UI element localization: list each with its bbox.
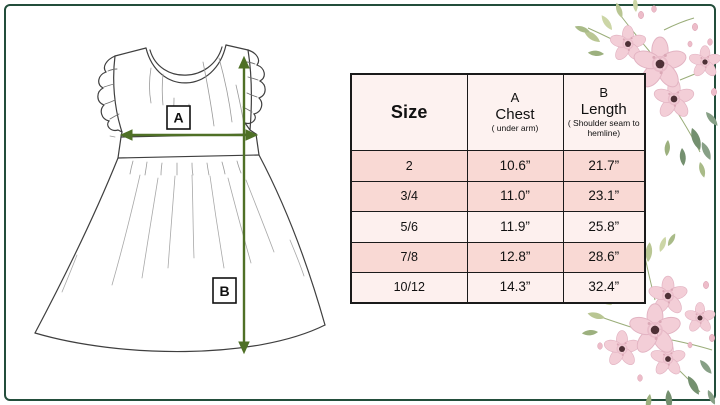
- length-note: ( Shoulder seam to hemline): [567, 118, 640, 139]
- chest-arrow: [119, 129, 259, 141]
- measurement-arrows: [119, 55, 259, 355]
- label-b-box: B: [212, 277, 237, 304]
- table-row: 7/8 12.8” 28.6”: [350, 241, 646, 273]
- size-value: 2: [405, 158, 413, 173]
- length-letter: B: [599, 85, 609, 101]
- chest-value: 10.6”: [499, 157, 531, 173]
- length-arrow: [238, 55, 250, 355]
- dress-sketch: [34, 44, 326, 353]
- column-header-size: Size: [350, 73, 468, 151]
- table-row: 10/12 14.3” 32.4”: [350, 272, 646, 304]
- length-value: 23.1”: [588, 188, 620, 204]
- column-header-length: B Length ( Shoulder seam to hemline): [562, 73, 646, 151]
- size-value: 10/12: [393, 280, 425, 295]
- length-value: 25.8”: [588, 218, 620, 234]
- chest-label: Chest: [495, 105, 535, 123]
- chest-value: 12.8”: [499, 249, 531, 265]
- table-header-row: Size A Chest ( under arm) B Length ( Sho…: [350, 73, 646, 151]
- length-value: 28.6”: [588, 249, 620, 265]
- label-b: B: [219, 283, 229, 299]
- chest-letter: A: [510, 90, 520, 106]
- floral-corner-top-right: [573, 0, 720, 179]
- chest-note: ( under arm): [491, 123, 539, 134]
- table-row: 3/4 11.0” 23.1”: [350, 180, 646, 212]
- length-label: Length: [580, 101, 627, 119]
- length-value: 21.7”: [588, 157, 620, 173]
- size-value: 7/8: [400, 250, 418, 265]
- label-a: A: [173, 110, 183, 126]
- size-value: 5/6: [400, 219, 418, 234]
- length-value: 32.4”: [588, 279, 620, 295]
- column-header-chest: A Chest ( under arm): [466, 73, 564, 151]
- label-a-box: A: [166, 105, 191, 130]
- size-value: 3/4: [400, 189, 418, 204]
- table-row: 5/6 11.9” 25.8”: [350, 211, 646, 243]
- table-row: 2 10.6” 21.7”: [350, 150, 646, 182]
- size-table: Size A Chest ( under arm) B Length ( Sho…: [350, 73, 646, 304]
- chest-value: 11.0”: [500, 188, 530, 204]
- size-header-label: Size: [390, 102, 428, 123]
- chest-value: 11.9”: [500, 218, 530, 234]
- chest-value: 14.3”: [499, 279, 531, 295]
